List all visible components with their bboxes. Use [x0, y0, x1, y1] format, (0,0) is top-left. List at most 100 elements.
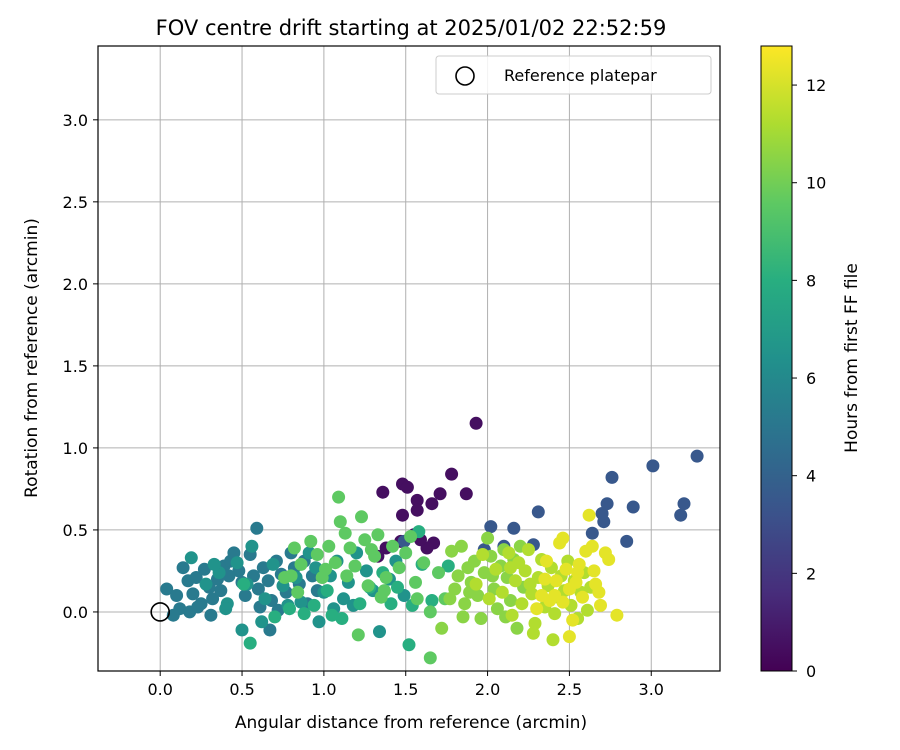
data-point: [294, 557, 308, 571]
data-point: [548, 607, 562, 621]
data-point: [538, 572, 552, 586]
data-point: [186, 587, 200, 601]
data-point: [166, 608, 180, 622]
data-point: [605, 470, 619, 484]
data-point: [333, 515, 347, 529]
data-point: [528, 616, 542, 630]
data-point: [432, 566, 445, 580]
data-point: [677, 497, 691, 511]
data-point: [258, 592, 272, 606]
data-points: [160, 416, 704, 665]
data-point: [255, 615, 269, 629]
data-point: [540, 554, 553, 568]
data-point: [199, 577, 213, 591]
data-point: [396, 508, 409, 522]
data-point: [353, 597, 367, 611]
x-tick-label: 1.5: [393, 680, 418, 699]
data-point: [364, 543, 378, 557]
colorbar-tick-label: 0: [806, 662, 816, 681]
y-tick-label: 0.0: [63, 603, 88, 622]
data-point: [425, 594, 439, 607]
data-point: [690, 449, 704, 463]
data-point: [399, 546, 413, 560]
data-point: [646, 459, 660, 473]
data-point: [243, 636, 257, 650]
data-point: [204, 608, 218, 622]
data-point: [404, 530, 418, 543]
data-point: [571, 566, 585, 580]
data-point: [237, 577, 251, 591]
data-point: [384, 597, 398, 611]
data-point: [332, 490, 346, 504]
data-point: [359, 564, 373, 578]
data-point: [510, 621, 524, 635]
data-point: [502, 546, 516, 560]
data-point: [526, 626, 540, 640]
data-point: [423, 651, 437, 665]
data-point: [160, 582, 174, 596]
data-point: [441, 559, 455, 573]
data-point: [287, 541, 301, 555]
data-point: [562, 630, 576, 644]
data-point: [170, 589, 184, 602]
data-point: [263, 623, 277, 637]
colorbar-tick-label: 4: [806, 467, 816, 486]
data-point: [433, 487, 447, 501]
data-point: [373, 625, 386, 639]
colorbar: [760, 45, 793, 672]
data-point: [266, 557, 280, 571]
data-point: [495, 585, 509, 599]
data-point: [504, 561, 517, 575]
data-point: [325, 608, 339, 622]
data-point: [222, 569, 236, 583]
data-point: [530, 602, 544, 616]
reference-platepar-marker: [150, 602, 170, 622]
data-point: [569, 575, 583, 589]
x-axis: 0.0 0.5 1.0 1.5 2.0 2.5 3.0: [147, 671, 664, 699]
legend-reference-marker: [455, 66, 475, 86]
y-tick-label: 0.5: [63, 521, 88, 540]
data-point: [505, 608, 519, 622]
data-point: [582, 508, 596, 522]
data-point: [343, 541, 357, 555]
data-point: [580, 603, 594, 617]
colorbar-tick-label: 2: [806, 564, 816, 583]
data-point: [549, 574, 563, 588]
data-point: [481, 531, 495, 545]
data-point: [448, 582, 462, 596]
data-point: [592, 585, 606, 599]
data-point: [291, 585, 305, 599]
data-point: [176, 561, 190, 575]
x-tick-label: 3.0: [639, 680, 664, 699]
data-point: [410, 503, 424, 517]
data-point: [391, 580, 404, 594]
x-tick-label: 0.5: [229, 680, 254, 699]
data-point: [508, 574, 522, 588]
grid: [98, 46, 720, 671]
data-point: [358, 533, 372, 547]
data-point: [410, 493, 424, 507]
data-point: [490, 602, 504, 616]
data-point: [489, 562, 503, 576]
data-point: [587, 564, 601, 578]
x-axis-label: Angular distance from reference (arcmin): [235, 713, 587, 733]
data-point: [219, 602, 233, 616]
data-point: [585, 539, 599, 553]
y-axis-label: Rotation from reference (arcmin): [22, 218, 42, 498]
colorbar-tick-label: 10: [806, 174, 826, 193]
data-point: [585, 526, 599, 540]
data-point: [504, 594, 517, 607]
data-point: [322, 539, 336, 553]
data-point: [409, 575, 422, 589]
data-point: [227, 546, 241, 560]
data-point: [482, 592, 496, 606]
data-point: [379, 571, 393, 584]
data-point: [458, 597, 472, 611]
data-point: [454, 539, 468, 553]
legend-box: [435, 55, 712, 95]
data-point: [309, 561, 323, 575]
data-point: [556, 531, 570, 545]
data-point: [459, 487, 473, 501]
data-point: [566, 613, 580, 627]
